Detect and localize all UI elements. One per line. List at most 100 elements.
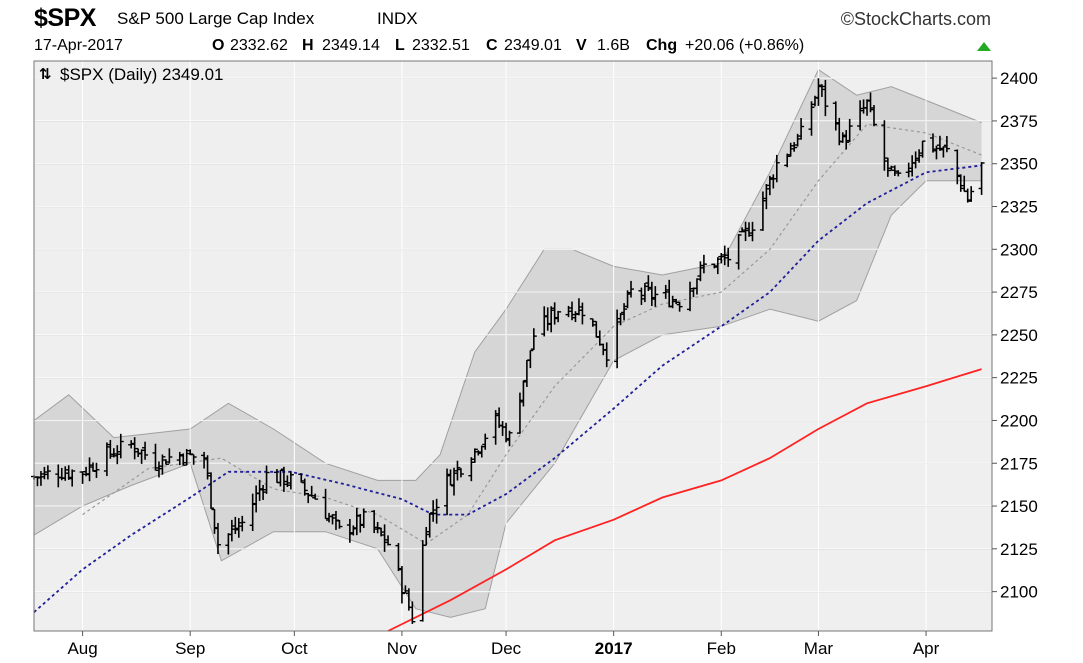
ohlc-bar [152, 443, 159, 471]
symbol: $SPX [34, 4, 96, 32]
low-value: 2332.51 [412, 37, 470, 54]
ohlc-bar [159, 454, 166, 475]
ohlc-bar [936, 135, 943, 151]
ohlc-bar [180, 453, 187, 466]
ohlc-bar [624, 290, 631, 309]
x-tick-label: Mar [804, 639, 834, 658]
ohlc-bar [208, 472, 215, 509]
ohlc-bar [784, 153, 791, 168]
x-tick-label: Dec [491, 639, 522, 658]
change-value: +20.06 (+0.86%) [685, 37, 805, 54]
x-tick-label: Feb [707, 639, 736, 658]
ohlc-bar [846, 118, 853, 142]
updown-arrows-icon: ⇅ [39, 66, 52, 83]
ohlc-bar [912, 151, 919, 169]
ohlc-bar [201, 451, 208, 469]
ohlc-bar [110, 448, 117, 458]
ohlc-bar [773, 154, 780, 183]
ohlc-bar [714, 257, 721, 275]
ohlc-bar [739, 227, 746, 233]
y-tick-label: 2150 [1000, 497, 1038, 516]
ohlc-bar [548, 306, 555, 333]
ohlc-bar [617, 312, 624, 326]
ohlc-bar [107, 439, 114, 459]
ohlc-bar [673, 298, 680, 305]
y-tick-label: 2300 [1000, 240, 1038, 259]
ohlc-bar [919, 140, 926, 158]
ohlc-bar [621, 303, 628, 321]
ohlc-bar [815, 78, 822, 106]
ohlc-bar [44, 465, 51, 480]
y-tick-label: 2350 [1000, 155, 1038, 174]
ohlc-bar [895, 170, 902, 177]
ohlc-bar [166, 448, 173, 464]
ohlc-bar [662, 284, 669, 299]
ohlc-bar [721, 245, 728, 266]
ohlc-bar [808, 101, 815, 136]
quote-date: 17-Apr-2017 [34, 37, 123, 54]
y-tick-label: 2125 [1000, 540, 1038, 559]
ohlc-bar [791, 142, 798, 152]
ohlc-bar [520, 379, 527, 407]
ohlc-bar [891, 165, 898, 176]
ohlc-bar [86, 457, 93, 482]
y-tick-label: 2400 [1000, 69, 1038, 88]
ohlc-bar [572, 311, 579, 323]
ohlc-bar [131, 437, 138, 460]
ohlc-bar [551, 302, 558, 325]
ohlc-bar [867, 92, 874, 113]
ohlc-bar [968, 186, 975, 202]
ohlc-bar [565, 305, 572, 318]
up-arrow-icon [977, 42, 991, 51]
ohlc-bar [322, 488, 329, 520]
ohlc-bar [41, 466, 48, 480]
ohlc-bar [725, 247, 732, 267]
y-tick-label: 2175 [1000, 454, 1038, 473]
x-tick-label: 2017 [595, 639, 633, 658]
ohlc-bar [933, 145, 940, 160]
ohlc-bar [468, 457, 475, 482]
ohlc-bar [239, 515, 246, 532]
ohlc-bar [628, 280, 635, 298]
y-tick-label: 2275 [1000, 283, 1038, 302]
high-label: H [302, 37, 314, 54]
volume-label: V [576, 37, 587, 54]
ohlc-bar [506, 430, 513, 447]
ohlc-bar [426, 513, 433, 538]
ohlc-bar [870, 105, 877, 127]
ohlc-bar [652, 286, 659, 307]
ohlc-bar [832, 101, 839, 131]
ohlc-bar [214, 522, 221, 555]
sma20-line [82, 123, 982, 545]
ohlc-bar [79, 471, 86, 484]
ohlc-bar [162, 459, 169, 465]
ohlc-bar [114, 445, 121, 465]
volume-value: 1.6B [597, 37, 630, 54]
x-tick-label: Apr [913, 639, 940, 658]
ohlc-bar [228, 519, 235, 542]
ohlc-bar [128, 440, 135, 449]
ohlc-bar [284, 475, 291, 488]
ohlc-bar [155, 461, 162, 478]
ohlc-bar [905, 162, 912, 178]
legend-label: $SPX (Daily) 2349.01 [60, 65, 223, 84]
close-label: C [486, 37, 498, 54]
ohlc-bar [794, 133, 801, 147]
ohlc-bar [62, 466, 69, 481]
ohlc-bar [530, 328, 537, 351]
ohlc-bar [211, 508, 218, 534]
ohlc-bar [103, 442, 110, 477]
ohlc-bar [298, 473, 305, 483]
ohlc-bar [190, 453, 197, 465]
ohlc-bar [471, 448, 478, 463]
ohlc-bar [138, 449, 145, 464]
ohlc-bar [301, 478, 308, 496]
ohlc-bar [69, 469, 76, 487]
y-tick-label: 2225 [1000, 369, 1038, 388]
ohlc-bar [381, 524, 388, 552]
change-label: Chg [646, 37, 678, 54]
ohlc-bar [527, 349, 534, 369]
ohlc-bar [336, 519, 343, 529]
ohlc-bar [822, 79, 829, 117]
ohlc-bar [839, 132, 846, 143]
